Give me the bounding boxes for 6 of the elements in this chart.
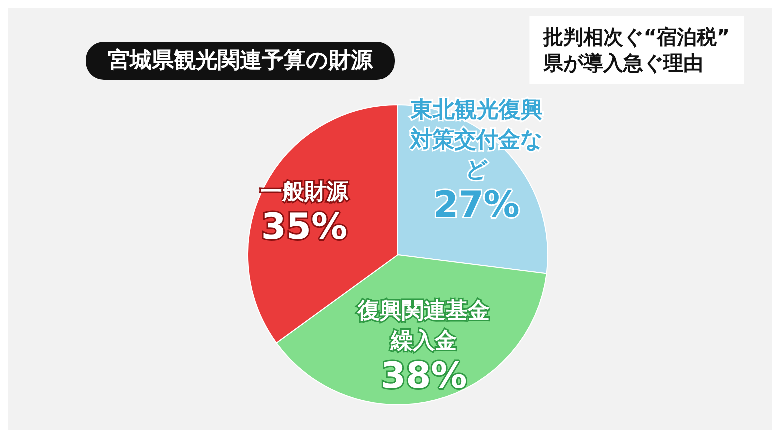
- slice-label: 復興関連基金繰入金: [357, 299, 490, 354]
- text: 批判相次ぐ“宿泊税” 県が導入急ぐ理由: [542, 25, 730, 75]
- chart-title: 宮城県観光関連予算の財源: [108, 48, 374, 74]
- data-label: 38%: [381, 356, 468, 398]
- data-label: 27%: [434, 185, 520, 226]
- data-label: 35%: [261, 206, 348, 248]
